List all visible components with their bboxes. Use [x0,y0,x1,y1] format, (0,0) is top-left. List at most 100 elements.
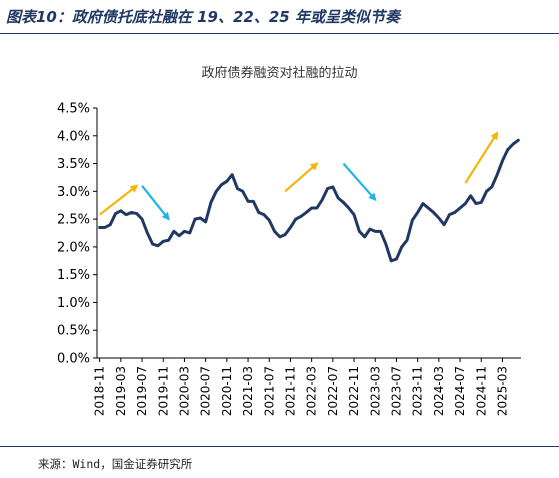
x-tick-label: 2025-03 [495,366,509,416]
trend-arrow [284,162,319,193]
data-point [512,143,515,146]
data-point [506,148,509,151]
data-point [490,185,493,188]
x-tick-label: 2021-03 [241,366,255,416]
data-point [464,202,467,205]
chart-title: 政府债券融资对社融的拉动 [201,66,358,81]
data-point [469,194,472,197]
x-tick-label: 2022-03 [305,366,319,416]
y-tick-label: 4.5% [57,102,90,117]
data-point [379,230,382,233]
data-point [284,233,287,236]
x-tick-label: 2021-07 [262,366,276,416]
data-point [183,230,186,233]
x-tick-label: 2023-03 [368,366,382,416]
x-tick-label: 2024-11 [474,366,488,416]
y-tick-label: 2.0% [57,240,90,255]
y-tick-label: 1.5% [57,268,90,283]
data-point [437,217,440,220]
data-point [146,232,149,235]
data-point [209,201,212,204]
data-point [268,219,271,222]
data-point [114,212,117,215]
data-point [278,235,281,238]
source-note: 来源：Wind，国金证券研究所 [38,457,193,471]
bottom-divider [0,446,559,447]
figure-title: 图表10：政府债托底社融在 19、22、25 年或呈类似节奏 [6,8,400,26]
data-point [225,180,228,183]
x-tick-label: 2020-07 [199,366,213,416]
data-point [247,200,250,203]
x-tick-label: 2023-11 [411,366,425,416]
x-tick-label: 2022-07 [326,366,340,416]
data-point [400,245,403,248]
data-point [342,201,345,204]
data-point [416,211,419,214]
data-point [480,201,483,204]
data-point [443,223,446,226]
data-point [368,228,371,231]
data-point [347,207,350,210]
data-point [119,209,122,212]
data-point [453,211,456,214]
data-point [162,240,165,243]
data-point [215,190,218,193]
data-point [390,259,393,262]
data-point [262,213,265,216]
trend-arrows [98,131,499,221]
y-tick-labels: 0.0% 0.5% 1.0% 1.5% 2.0% 2.5% 3.0% 3.5% 4.0% 4.5% [57,102,90,367]
x-tick-label: 2019-03 [114,366,128,416]
data-point [135,212,138,215]
data-point [103,226,106,229]
y-tick-label: 0.0% [57,352,90,367]
data-point [501,159,504,162]
x-tick-label: 2020-03 [177,366,191,416]
data-point [432,211,435,214]
data-point [353,213,356,216]
data-point [337,197,340,200]
x-tick-label: 2023-07 [389,366,403,416]
x-tick-label: 2024-07 [453,366,467,416]
data-point [517,139,520,142]
x-tick-label: 2024-03 [432,366,446,416]
x-tick-labels: 2018-11 2019-03 2019-07 2019-11 2020-03 2020-… [93,366,510,416]
data-point [231,173,234,176]
data-point [485,190,488,193]
trend-arrow [141,185,170,221]
data-point [130,211,133,214]
data-point [188,232,191,235]
data-point [220,183,223,186]
data-point [257,211,260,214]
data-point [252,200,255,203]
data-point [172,230,175,233]
x-tick-label: 2020-11 [220,366,234,416]
y-tick-label: 0.5% [57,324,90,339]
data-point [474,202,477,205]
data-point [459,207,462,210]
data-point [321,198,324,201]
data-point [141,218,144,221]
trend-arrow [342,162,377,202]
data-point [300,215,303,218]
data-point [448,213,451,216]
data-point [411,219,414,222]
data-point [289,226,292,229]
data-point [151,243,154,246]
data-point [109,223,112,226]
data-point [98,226,101,229]
y-tick-label: 4.0% [57,129,90,144]
data-point [358,230,361,233]
data-point [194,218,197,221]
data-point [395,258,398,261]
data-point [331,185,334,188]
data-point [125,213,128,216]
data-point [199,217,202,220]
trend-arrow [98,184,139,216]
y-tick-label: 3.5% [57,157,90,172]
data-point [305,211,308,214]
x-tick-label: 2018-11 [93,366,107,416]
data-point [421,202,424,205]
y-tick-label: 1.0% [57,296,90,311]
y-tick-label: 2.5% [57,213,90,228]
